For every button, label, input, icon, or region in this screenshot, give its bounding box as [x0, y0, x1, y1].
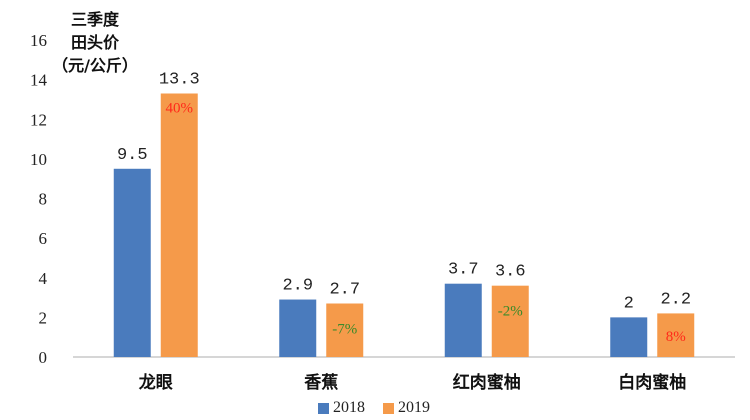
unit-label-line: 三季度: [70, 10, 119, 29]
legend-swatch-2018: [318, 402, 329, 414]
legend-item-2019: 2019: [383, 398, 430, 418]
bar-2018: [279, 299, 317, 357]
unit-label-line: （元/公斤）: [52, 56, 138, 75]
y-tick-label: 10: [30, 150, 47, 169]
change-annotation: 40%: [166, 100, 194, 116]
change-annotation: -2%: [498, 304, 523, 320]
legend-swatch-2019: [383, 402, 394, 414]
x-tick-label: 香蕉: [304, 373, 338, 393]
legend-label-2019: 2019: [398, 399, 430, 416]
bar-2018: [444, 283, 482, 357]
bar-2018: [113, 168, 151, 357]
data-label-2019: 2.7: [329, 281, 360, 300]
data-label-2018: 2: [624, 294, 634, 313]
data-label-2019: 3.6: [495, 263, 526, 282]
bar-2018: [610, 317, 648, 357]
y-tick-label: 6: [39, 229, 48, 248]
data-label-2019: 13.3: [159, 70, 200, 89]
x-tick-label: 龙眼: [138, 372, 173, 393]
data-label-2019: 2.2: [660, 290, 691, 309]
bar-2019: [491, 285, 529, 357]
legend-item-2018: 2018: [318, 398, 365, 418]
bar-2019: [160, 93, 198, 358]
x-tick-label: 白肉蜜柚: [618, 372, 686, 393]
change-annotation: -7%: [332, 322, 357, 338]
y-tick-label: 2: [39, 308, 48, 327]
x-tick-label: 红肉蜜柚: [453, 372, 521, 393]
bar-2019: [326, 303, 364, 357]
y-tick-label: 4: [39, 269, 48, 288]
unit-label-line: 田头价: [70, 33, 119, 52]
y-tick-label: 0: [39, 348, 48, 367]
bar-2019: [657, 313, 695, 357]
data-label-2018: 2.9: [282, 277, 313, 296]
y-tick-label: 14: [30, 71, 48, 90]
y-axis-unit-label: 三季度 田头价 （元/公斤）: [40, 8, 150, 77]
data-label-2018: 3.7: [448, 261, 479, 280]
legend-label-2018: 2018: [333, 399, 365, 416]
legend: 2018 2019: [0, 398, 750, 418]
data-label-2018: 9.5: [117, 146, 148, 165]
y-tick-label: 8: [39, 190, 48, 209]
y-tick-label: 16: [30, 31, 47, 50]
change-annotation: 8%: [666, 329, 686, 345]
y-tick-label: 12: [30, 110, 47, 129]
